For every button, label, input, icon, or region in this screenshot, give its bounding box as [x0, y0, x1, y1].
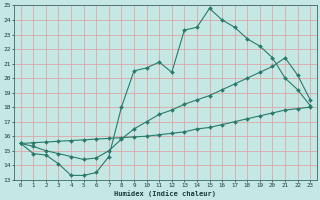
X-axis label: Humidex (Indice chaleur): Humidex (Indice chaleur) — [115, 190, 217, 197]
